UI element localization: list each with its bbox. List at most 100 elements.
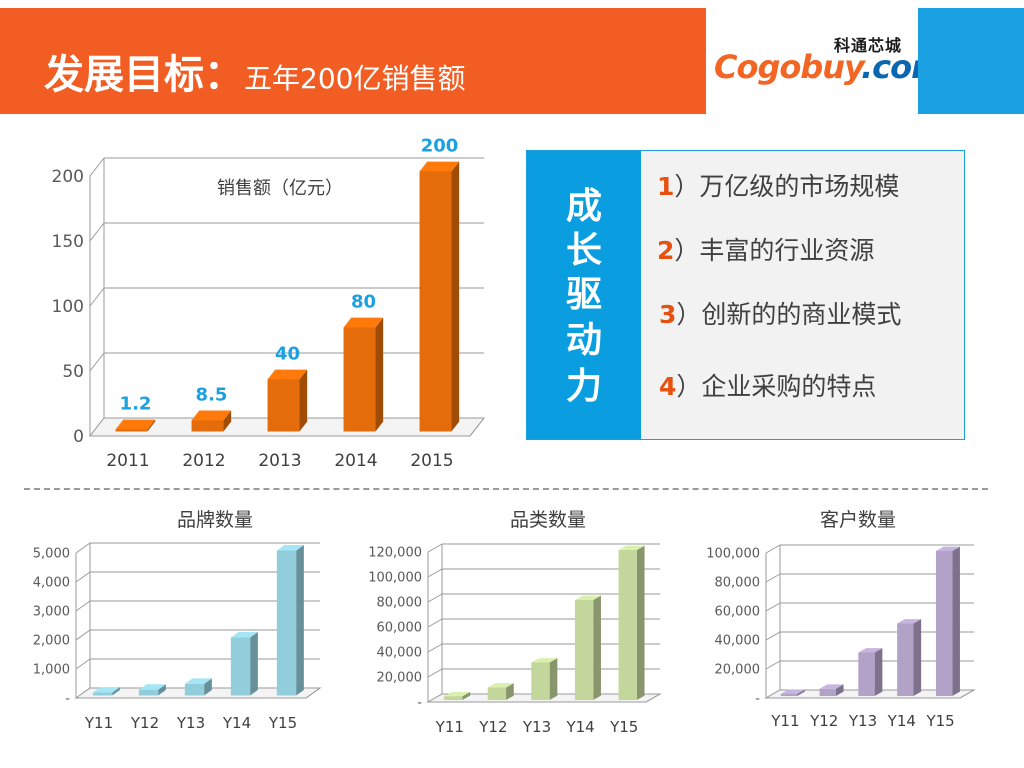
logo-chinese-name: 科通芯城 xyxy=(834,36,903,55)
data-label: 80 xyxy=(351,292,376,313)
bar-top xyxy=(487,683,514,688)
x-tick-label: Y14 xyxy=(887,712,916,730)
driver-number: 1 xyxy=(657,172,675,201)
bar-top xyxy=(444,691,471,697)
bar-side xyxy=(636,545,645,700)
bar-side xyxy=(952,546,960,696)
gridline-depth xyxy=(89,157,105,177)
y-tick-label: 20,000 xyxy=(377,671,423,686)
gridline-depth xyxy=(75,600,91,612)
customer-count-chart: - 20,000 40,000 60,000 80,000 100,000 Y11 Y12 Y1… xyxy=(706,509,976,730)
corner-accent-block xyxy=(918,8,1024,114)
chart-title: 品类数量 xyxy=(510,509,586,531)
bar-top xyxy=(276,545,304,551)
bar xyxy=(897,623,914,696)
gridline-depth xyxy=(427,668,443,678)
driver-number: 4 xyxy=(659,372,677,401)
gridline-depth xyxy=(75,658,91,670)
side-char: 成 xyxy=(565,186,602,227)
bar-top xyxy=(897,619,922,624)
gridline-depth xyxy=(765,660,781,670)
chart-title: 销售额（亿元） xyxy=(217,178,343,199)
bar xyxy=(92,692,113,696)
gridline-depth xyxy=(427,593,443,603)
gridline-depth xyxy=(75,571,91,583)
bar-side xyxy=(506,683,514,700)
bar-side xyxy=(223,410,232,432)
bar xyxy=(343,327,376,432)
bar-top xyxy=(819,684,844,689)
y-tick-label: 60,000 xyxy=(715,605,761,620)
x-tick-label: Y15 xyxy=(925,712,954,730)
bar xyxy=(184,683,205,696)
x-tick-label: Y12 xyxy=(809,712,838,730)
bar xyxy=(419,171,452,432)
bar-side xyxy=(913,619,922,696)
bar-side xyxy=(112,687,120,696)
y-tick-label: 20,000 xyxy=(715,663,761,678)
growth-drivers-label: 成 长 驱 动 力 xyxy=(527,151,641,439)
gridline-depth xyxy=(89,352,105,372)
logo: 科通芯城 Cogobuy.com xyxy=(706,8,944,114)
driver-text: ）企业采购的特点 xyxy=(676,372,877,401)
gridline-depth xyxy=(427,568,443,578)
bar xyxy=(935,551,953,696)
bar xyxy=(531,662,550,700)
bar-side xyxy=(250,632,258,696)
x-tick-label: 2011 xyxy=(106,451,149,471)
bar xyxy=(191,420,224,432)
title-main: 发展目标： xyxy=(44,52,244,98)
bar-top xyxy=(115,419,156,430)
x-tick-label: 2012 xyxy=(182,451,225,471)
y-tick-label: 5,000 xyxy=(33,547,70,562)
bar-side xyxy=(299,369,308,432)
data-label: 1.2 xyxy=(120,394,152,415)
x-tick-label: Y15 xyxy=(268,714,297,732)
bar-top xyxy=(138,684,166,690)
driver-item: 3）创新的的商业模式 xyxy=(659,295,901,331)
side-char: 长 xyxy=(565,230,602,271)
x-tick-label: Y14 xyxy=(222,714,251,732)
y-tick-label: - xyxy=(755,692,760,707)
logo-wordmark: Cogobuy.com xyxy=(714,48,944,86)
x-tick-label: 2015 xyxy=(410,451,453,471)
y-tick-label: 80,000 xyxy=(715,576,761,591)
bar xyxy=(115,429,148,432)
driver-number: 3 xyxy=(659,300,677,329)
growth-drivers-panel: 成 长 驱 动 力 1）万亿级的市场规模 2）丰富的行业资源 3）创新的的商业模… xyxy=(526,150,965,440)
bar xyxy=(230,637,251,696)
bar xyxy=(276,550,297,696)
title-sub: 五年200亿销售额 xyxy=(244,62,466,95)
bar-side xyxy=(204,678,212,696)
driver-number: 2 xyxy=(657,236,675,265)
bar-side xyxy=(549,658,558,700)
bar-top xyxy=(618,545,645,550)
gridline-depth xyxy=(89,287,105,307)
y-tick-label: 100,000 xyxy=(706,547,760,562)
y-tick-label: 60,000 xyxy=(377,621,423,636)
y-tick-label: 0 xyxy=(73,427,84,447)
gridline-depth xyxy=(75,629,91,641)
y-tick-label: 150 xyxy=(52,232,84,252)
category-count-chart: - 20,000 40,000 60,000 80,000 100,000 120,000 Y… xyxy=(368,509,662,736)
bar xyxy=(858,652,875,696)
bar xyxy=(444,696,463,700)
bar xyxy=(138,689,159,696)
chart-title: 客户数量 xyxy=(820,509,896,531)
gridline-depth xyxy=(427,643,443,653)
bar-top xyxy=(191,410,232,421)
data-label: 40 xyxy=(275,344,300,365)
logo-wordmark-main: Cogobuy xyxy=(714,48,862,86)
section-divider xyxy=(24,488,988,490)
floor-edge xyxy=(469,417,485,437)
driver-item: 4）企业采购的特点 xyxy=(659,367,876,403)
x-tick-label: Y14 xyxy=(565,718,594,736)
bar-top xyxy=(230,632,258,638)
floor-edge xyxy=(959,689,975,699)
y-tick-label: 100 xyxy=(52,297,84,317)
y-tick-label: - xyxy=(417,696,422,711)
side-char: 力 xyxy=(565,366,602,407)
bar xyxy=(780,694,798,696)
bar xyxy=(618,550,637,700)
driver-text: ）创新的的商业模式 xyxy=(676,300,902,329)
